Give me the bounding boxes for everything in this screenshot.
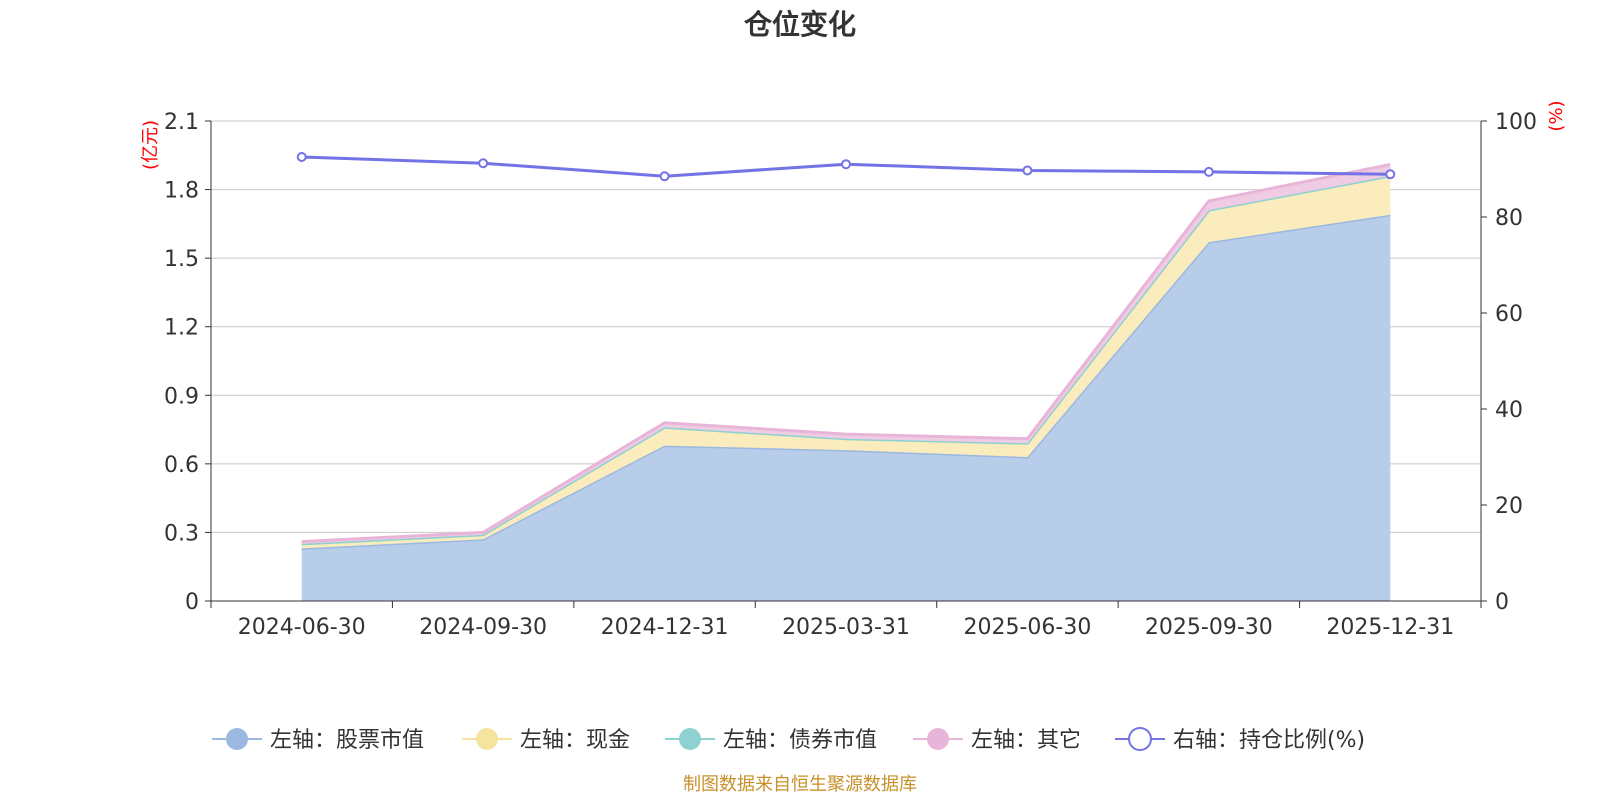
left-tick-label: 2.1 bbox=[164, 110, 199, 135]
area-1 bbox=[301, 175, 1391, 549]
legend-marker-0 bbox=[226, 728, 248, 750]
ratio-point bbox=[1203, 166, 1214, 177]
legend: 左轴：股票市值 左轴：现金 左轴：债券市值 左轴：其它 右轴：持仓比例(%) bbox=[212, 727, 1365, 753]
right-tick-label: 80 bbox=[1495, 206, 1523, 231]
right-axis-unit: (%) bbox=[1546, 100, 1567, 131]
right-tick-label: 0 bbox=[1495, 590, 1509, 615]
chart-title: 仓位变化 bbox=[744, 8, 856, 41]
legend-label-2: 左轴：债券市值 bbox=[723, 728, 877, 753]
data-source-note: 制图数据来自恒生聚源数据库 bbox=[683, 774, 917, 795]
legend-label-1: 左轴：现金 bbox=[520, 728, 630, 753]
right-tick-label: 100 bbox=[1495, 110, 1537, 135]
left-tick-label: 1.2 bbox=[164, 316, 199, 341]
stacked-areas bbox=[301, 162, 1391, 601]
area-0 bbox=[301, 214, 1391, 601]
ratio-point bbox=[1385, 169, 1396, 180]
ratio-point bbox=[478, 158, 489, 169]
legend-label-3: 左轴：其它 bbox=[971, 728, 1081, 753]
right-tick-label: 20 bbox=[1495, 494, 1523, 519]
legend-marker-1 bbox=[476, 728, 498, 750]
left-tick-label: 0.6 bbox=[164, 453, 199, 478]
left-tick-label: 0.3 bbox=[164, 521, 199, 546]
legend-label-0: 左轴：股票市值 bbox=[270, 728, 424, 753]
axes: 0 0.3 0.6 0.9 1.2 1.5 1.8 2.1 0 20 40 60 80 100 2024-0… bbox=[164, 110, 1537, 640]
area-line-3 bbox=[301, 162, 1391, 544]
ratio-line-series bbox=[296, 152, 1396, 182]
x-tick-label: 2025-09-30 bbox=[1145, 615, 1273, 640]
left-tick-label: 0.9 bbox=[164, 384, 199, 409]
x-tick-label: 2024-06-30 bbox=[238, 615, 366, 640]
ratio-point bbox=[841, 159, 851, 170]
right-tick-label: 40 bbox=[1495, 398, 1523, 423]
left-tick-label: 0 bbox=[185, 590, 199, 615]
legend-marker-3 bbox=[927, 728, 949, 750]
left-tick-label: 1.5 bbox=[164, 247, 199, 272]
x-tick-label: 2025-03-31 bbox=[782, 615, 910, 640]
area-line-0 bbox=[301, 213, 1391, 550]
left-tick-label: 1.8 bbox=[164, 179, 199, 204]
x-tick-label: 2025-12-31 bbox=[1326, 615, 1454, 640]
ratio-point bbox=[659, 171, 670, 182]
ratio-point bbox=[296, 152, 307, 162]
ratio-point bbox=[1022, 165, 1033, 176]
x-tick-label: 2024-12-31 bbox=[601, 615, 729, 640]
legend-marker-2 bbox=[679, 728, 701, 750]
legend-label-4: 右轴：持仓比例(%) bbox=[1173, 728, 1365, 753]
right-tick-label: 60 bbox=[1495, 302, 1523, 327]
x-tick-label: 2025-06-30 bbox=[963, 615, 1091, 640]
x-tick-label: 2024-09-30 bbox=[419, 615, 547, 640]
left-axis-unit: (亿元) bbox=[140, 120, 161, 170]
legend-marker-4 bbox=[1128, 727, 1152, 751]
